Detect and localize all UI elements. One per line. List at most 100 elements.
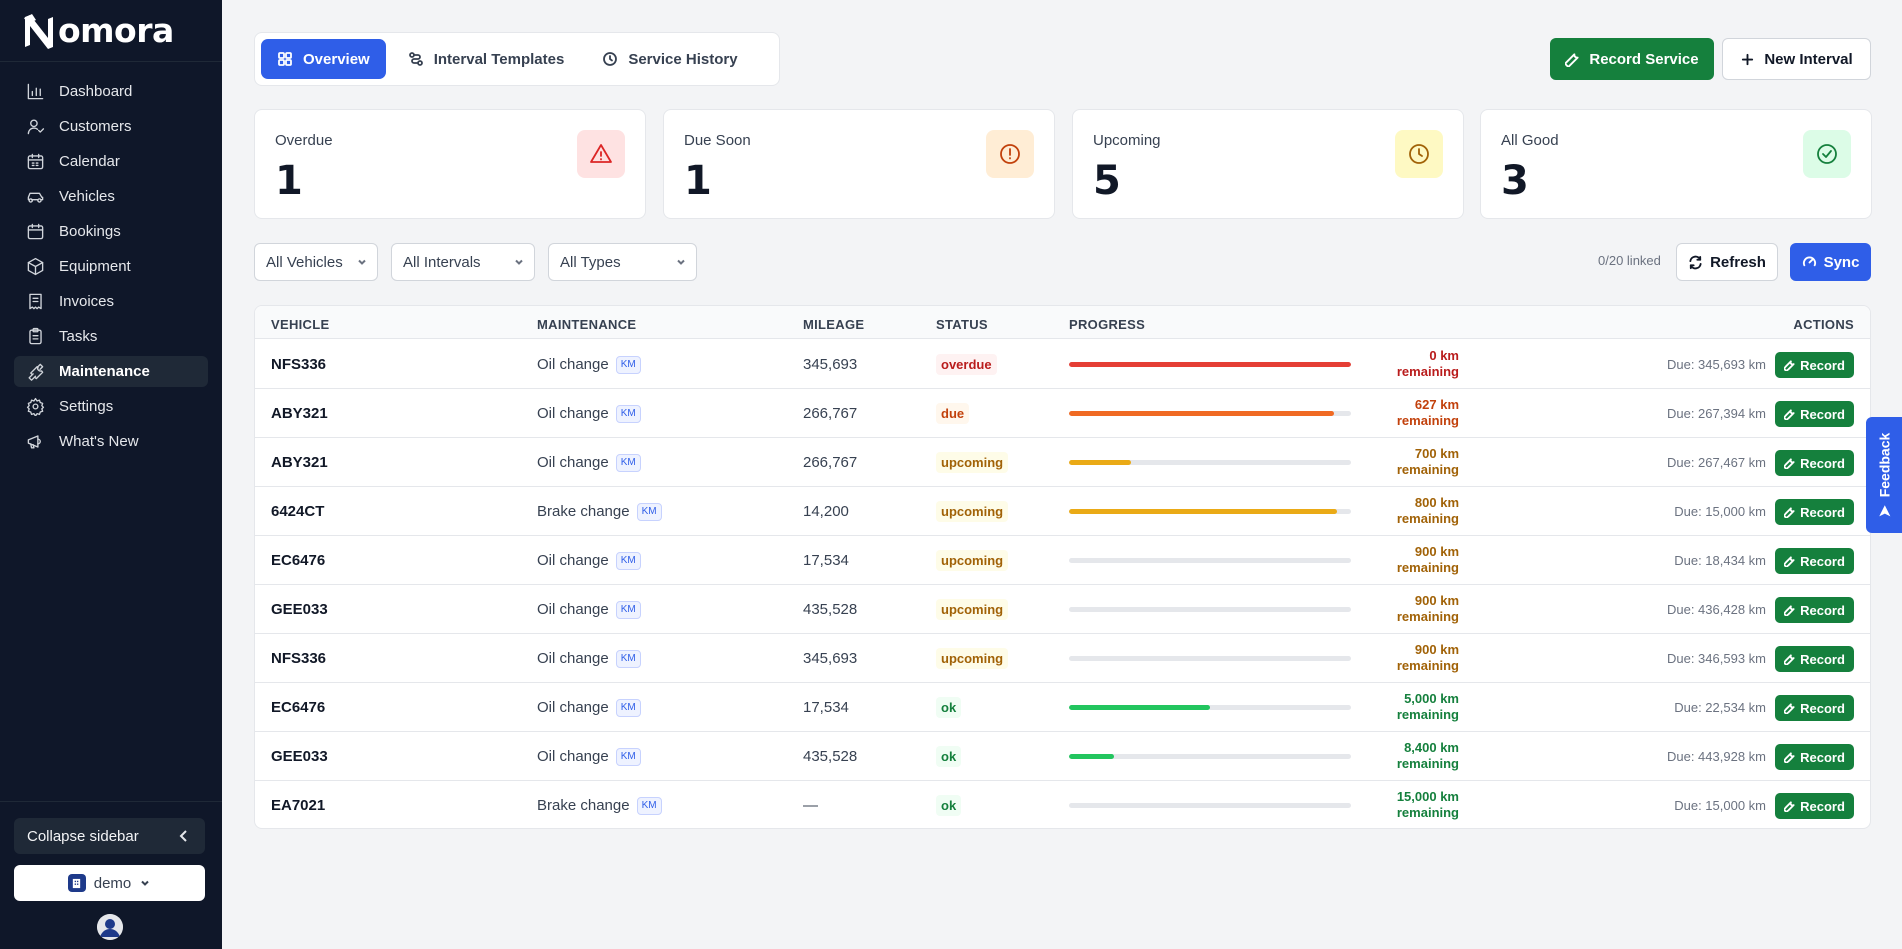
vehicle-cell[interactable]: 6424CT <box>271 503 325 520</box>
wrench-icon <box>1784 506 1795 518</box>
vehicle-cell[interactable]: NFS336 <box>271 356 327 373</box>
record-button[interactable]: Record <box>1775 499 1854 525</box>
maintenance-name: Oil change <box>537 699 609 716</box>
new-interval-button[interactable]: New Interval <box>1722 38 1871 80</box>
table-row[interactable]: ABY321 Oil change KM 266,767 due 627 km remain… <box>255 389 1870 438</box>
vehicle-cell[interactable]: GEE033 <box>271 601 328 618</box>
tab-overview[interactable]: Overview <box>261 39 386 79</box>
org-switcher[interactable]: demo <box>14 865 205 901</box>
wrench-icon <box>1784 408 1795 420</box>
vehicle-cell[interactable]: EA7021 <box>271 797 326 814</box>
tab-service-history[interactable]: Service History <box>586 39 753 79</box>
vehicle-filter-select[interactable]: All Vehicles <box>254 243 378 281</box>
column-header-vehicle[interactable]: VEHICLE <box>271 317 330 332</box>
sidebar-item-dashboard[interactable]: Dashboard <box>14 76 208 107</box>
record-service-button[interactable]: Record Service <box>1550 38 1714 80</box>
record-button[interactable]: Record <box>1775 450 1854 476</box>
unit-badge: KM <box>615 698 641 717</box>
table-row[interactable]: 6424CT Brake change KM 14,200 upcoming 800 km… <box>255 487 1870 536</box>
vehicle-cell[interactable]: ABY321 <box>271 454 328 471</box>
feedback-tab[interactable]: Feedback <box>1866 417 1902 533</box>
record-button[interactable]: Record <box>1775 548 1854 574</box>
table-row[interactable]: EC6476 Oil change KM 17,534 upcoming 900 km re… <box>255 536 1870 585</box>
table-row[interactable]: GEE033 Oil change KM 435,528 ok 8,400 km remai… <box>255 732 1870 781</box>
sidebar-item-calendar[interactable]: Calendar <box>14 146 208 177</box>
tab-label: Service History <box>628 50 738 68</box>
mileage-cell: — <box>803 797 818 814</box>
status-cell: upcoming <box>936 438 1009 487</box>
calendar-icon <box>27 223 44 240</box>
sidebar-item-label: Equipment <box>59 258 131 275</box>
mileage-cell: 345,693 <box>803 356 858 373</box>
avatar[interactable] <box>97 914 123 940</box>
record-button[interactable]: Record <box>1775 695 1854 721</box>
logo-n-icon <box>24 13 53 49</box>
progress-fill <box>1069 705 1210 710</box>
record-label: Record <box>1800 455 1845 471</box>
record-button[interactable]: Record <box>1775 793 1854 819</box>
column-header-maintenance[interactable]: MAINTENANCE <box>537 317 637 332</box>
table-row[interactable]: ABY321 Oil change KM 266,767 upcoming 700 km r… <box>255 438 1870 487</box>
table-row[interactable]: NFS336 Oil change KM 345,693 upcoming 900 km r… <box>255 634 1870 683</box>
tab-interval-templates[interactable]: Interval Templates <box>392 39 581 79</box>
remaining-word: remaining <box>1396 707 1459 722</box>
brand-logo[interactable]: omora <box>0 0 222 62</box>
vehicle-cell[interactable]: GEE033 <box>271 748 328 765</box>
vehicle-cell[interactable]: EC6476 <box>271 552 326 569</box>
sidebar-item-label: Maintenance <box>59 363 150 380</box>
unit-badge: KM <box>615 404 641 423</box>
wrench-icon <box>1784 702 1795 714</box>
record-button[interactable]: Record <box>1775 744 1854 770</box>
clock-icon <box>1395 130 1443 178</box>
maintenance-cell: Brake change KM <box>537 487 662 536</box>
collapse-sidebar-label: Collapse sidebar <box>27 827 139 845</box>
stat-card-label: All Good <box>1501 132 1559 149</box>
sync-button[interactable]: Sync <box>1790 243 1871 281</box>
progress-fill <box>1069 362 1351 367</box>
column-header-mileage[interactable]: MILEAGE <box>803 317 865 332</box>
stat-card-value: 3 <box>1501 158 1529 204</box>
sidebar-item-equipment[interactable]: Equipment <box>14 251 208 282</box>
sidebar-item-label: Bookings <box>59 223 121 240</box>
column-header-status[interactable]: STATUS <box>936 317 988 332</box>
remaining-km: 15,000 km <box>1396 789 1459 804</box>
record-label: Record <box>1800 406 1845 422</box>
sidebar-item-tasks[interactable]: Tasks <box>14 321 208 352</box>
table-row[interactable]: EC6476 Oil change KM 17,534 ok 5,000 km remain… <box>255 683 1870 732</box>
maintenance-cell: Oil change KM <box>537 340 641 389</box>
sidebar-item-invoices[interactable]: Invoices <box>14 286 208 317</box>
bar-chart-icon <box>27 83 44 100</box>
record-button[interactable]: Record <box>1775 352 1854 378</box>
sidebar-item-bookings[interactable]: Bookings <box>14 216 208 247</box>
sidebar-item-whats-new[interactable]: What's New <box>14 426 208 457</box>
record-button[interactable]: Record <box>1775 646 1854 672</box>
sidebar-nav: Dashboard Customers Calendar Vehicles Bo… <box>0 62 222 457</box>
refresh-button[interactable]: Refresh <box>1676 243 1778 281</box>
status-badge: overdue <box>936 354 997 375</box>
maintenance-cell: Oil change KM <box>537 634 641 683</box>
sidebar-item-customers[interactable]: Customers <box>14 111 208 142</box>
table-row[interactable]: GEE033 Oil change KM 435,528 upcoming 900 km r… <box>255 585 1870 634</box>
vehicle-cell[interactable]: EC6476 <box>271 699 326 716</box>
vehicle-filter-value: All Vehicles <box>266 253 343 271</box>
mileage-cell: 266,767 <box>803 405 858 422</box>
remaining-distance: 627 km remaining <box>1355 397 1459 429</box>
status-cell: upcoming <box>936 487 1009 536</box>
type-filter-select[interactable]: All Types <box>548 243 697 281</box>
vehicle-cell[interactable]: NFS336 <box>271 650 327 667</box>
table-row[interactable]: NFS336 Oil change KM 345,693 overdue 0 km rema… <box>255 340 1870 389</box>
stat-card-value: 1 <box>275 158 303 204</box>
record-button[interactable]: Record <box>1775 401 1854 427</box>
sidebar-item-settings[interactable]: Settings <box>14 391 208 422</box>
interval-filter-select[interactable]: All Intervals <box>391 243 535 281</box>
status-badge: upcoming <box>936 501 1009 522</box>
record-button[interactable]: Record <box>1775 597 1854 623</box>
table-row[interactable]: EA7021 Brake change KM — ok 15,000 km remainin… <box>255 781 1870 828</box>
progress-bar <box>1069 411 1351 416</box>
vehicle-cell[interactable]: ABY321 <box>271 405 328 422</box>
maintenance-cell: Oil change KM <box>537 536 641 585</box>
sidebar-item-vehicles[interactable]: Vehicles <box>14 181 208 212</box>
collapse-sidebar-button[interactable]: Collapse sidebar <box>14 818 205 854</box>
unit-badge: KM <box>615 551 641 570</box>
sidebar-item-maintenance[interactable]: Maintenance <box>14 356 208 387</box>
